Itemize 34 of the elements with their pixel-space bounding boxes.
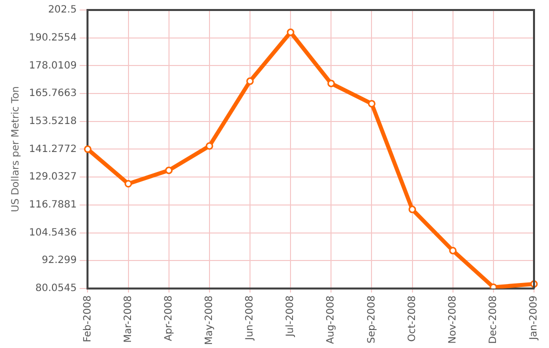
x-tick-label: May-2008: [204, 295, 216, 346]
point: [165, 166, 173, 174]
point: [286, 28, 294, 36]
x-tick-label: Sep-2008: [366, 295, 378, 344]
x-tick-label: Dec-2008: [488, 295, 500, 344]
x-tick-label: Apr-2008: [163, 295, 174, 342]
point: [408, 206, 416, 214]
y-tick-label: 190.2554: [28, 32, 77, 44]
y-tick-label: 80.0545: [35, 283, 77, 294]
x-tick-label: Feb-2008: [82, 295, 94, 342]
y-tick-label: 104.5436: [28, 227, 77, 238]
point: [368, 100, 376, 108]
y-tick-label: 153.5218: [28, 116, 77, 127]
x-tick-label: Oct-2008: [406, 295, 418, 342]
x-tick-label: Mar-2008: [122, 295, 134, 343]
x-tick-label: Jun-2008: [244, 295, 256, 342]
y-tick-label: 202.5: [48, 4, 77, 16]
x-tick-label: Jul-2008: [285, 295, 296, 338]
y-tick-label: 178.0109: [28, 60, 77, 72]
y-tick-label: 165.7663: [28, 88, 77, 100]
y-axis-title: US Dollars per Metric Ton: [10, 86, 22, 212]
y-tick-label: 129.0327: [28, 172, 77, 183]
point: [449, 246, 457, 254]
x-tick-label: Nov-2008: [447, 295, 458, 344]
y-tick-label: 141.2772: [28, 144, 77, 155]
point: [327, 80, 335, 88]
point: [84, 145, 92, 153]
x-tick-label: Jan-2009: [528, 295, 540, 341]
x-tick-label: Aug-2008: [326, 295, 337, 344]
point: [246, 77, 254, 85]
y-tick-label: 116.7881: [28, 200, 77, 211]
point: [206, 142, 214, 150]
y-tick-label: 92.299: [42, 255, 77, 266]
point: [124, 180, 132, 188]
